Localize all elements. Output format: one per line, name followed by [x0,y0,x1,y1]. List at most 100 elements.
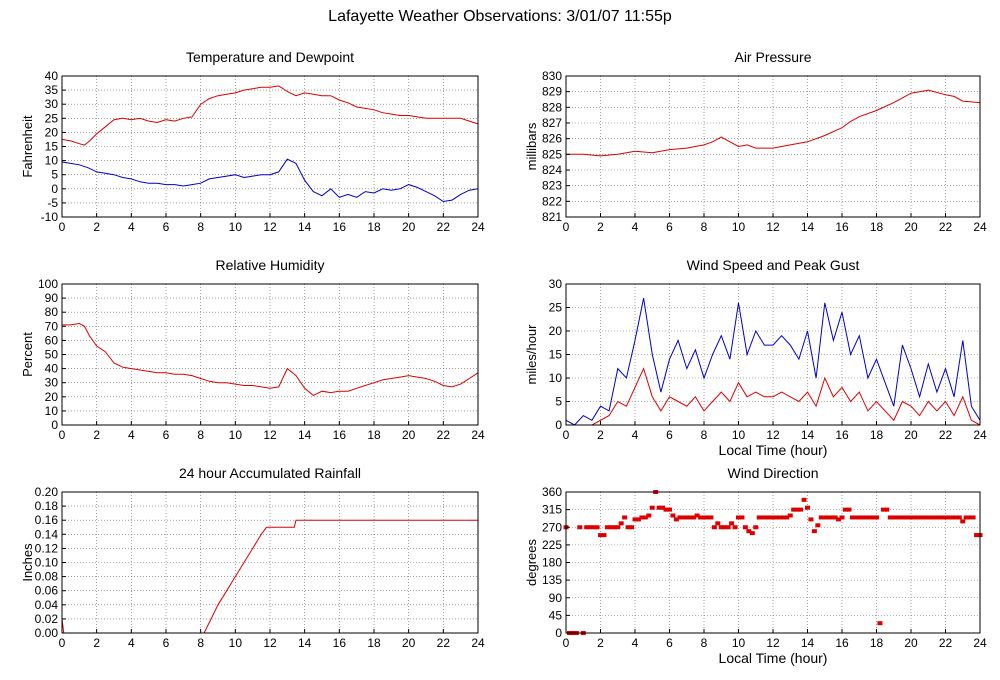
data-point [736,515,741,520]
data-point [974,533,980,538]
x-tick-label: 14 [801,636,815,650]
y-tick-label: 825 [542,147,562,161]
x-tick-label: 16 [333,220,347,234]
data-point [801,497,807,502]
series-line-0 [565,298,981,426]
y-tick-label: 30 [45,376,59,390]
data-point [622,515,628,520]
y-axis-label: Percent [20,332,35,377]
y-tick-label: 70 [45,319,59,333]
x-tick-label: 18 [870,428,884,442]
data-point [577,525,583,530]
x-tick-label: 14 [801,220,815,234]
chart-title: Temperature and Dewpoint [186,49,354,65]
y-tick-label: 10 [549,371,563,385]
data-point [680,515,686,520]
data-point [784,515,790,520]
data-point [787,513,793,518]
data-point [684,515,690,520]
data-point [943,515,948,520]
chart-title: Air Pressure [734,49,811,65]
data-point [746,529,752,534]
data-point [673,517,679,522]
data-point [953,515,959,520]
data-point [715,521,721,526]
data-point [853,515,859,520]
y-tick-label: 10 [45,154,59,168]
x-tick-label: 16 [333,636,347,650]
x-axis-label: Local Time (hour) [719,442,828,458]
data-point [701,515,707,520]
x-tick-label: 6 [163,636,170,650]
x-tick-label: 2 [597,636,604,650]
y-tick-label: 40 [45,362,59,376]
x-tick-label: 18 [870,636,884,650]
y-tick-label: 270 [542,520,562,534]
chart-rain: 0 2 4 6 8 10 12 14 16 18 20 22 240.000.020.040.060.0… [20,465,485,650]
data-point [732,525,738,530]
x-tick-label: 22 [437,636,451,650]
x-tick-label: 12 [766,220,780,234]
data-point [708,515,714,520]
data-point [629,525,635,530]
chart-direction: 0 2 4 6 8 10 12 14 16 18 20 22 240459013518022527031… [524,465,987,666]
x-tick-label: 6 [666,636,673,650]
chart-temp: 0 2 4 6 8 10 12 14 16 18 20 22 24-10-505101520253035… [20,49,485,234]
x-tick-label: 2 [93,428,100,442]
data-point [725,525,731,530]
x-tick-label: 10 [732,428,746,442]
x-tick-label: 6 [163,428,170,442]
data-point [970,515,976,520]
x-tick-label: 10 [229,428,243,442]
data-point [777,515,783,520]
x-tick-label: 10 [732,636,746,650]
y-axis-label: degrees [524,539,539,586]
x-tick-label: 18 [870,220,884,234]
x-tick-label: 20 [402,220,416,234]
data-point [905,515,911,520]
data-point [798,507,804,512]
y-tick-label: 315 [542,503,562,517]
x-tick-label: 24 [471,220,485,234]
chart-humidity: 0 2 4 6 8 10 12 14 16 18 20 22 240102030405060708090… [20,257,485,442]
y-axis-label: millibars [524,122,539,170]
data-point [925,515,931,520]
data-point [794,507,800,512]
x-tick-label: 8 [197,636,204,650]
data-point [722,525,728,530]
y-tick-label: 0.20 [35,485,59,499]
series-line-0 [566,89,981,157]
x-tick-label: 8 [701,220,708,234]
x-tick-label: 16 [333,428,347,442]
series-line-1 [566,367,981,426]
x-tick-label: 4 [128,220,135,234]
y-tick-label: 225 [542,538,562,552]
x-axis-label: Local Time (hour) [719,650,828,666]
y-tick-label: 135 [542,573,562,587]
y-tick-label: 50 [45,348,59,362]
y-tick-label: 5 [555,395,562,409]
y-tick-label: 10 [45,404,59,418]
x-tick-label: 14 [801,428,815,442]
data-point [594,525,600,530]
x-tick-label: 10 [229,636,243,650]
data-point [805,505,810,510]
data-point [877,621,883,626]
x-tick-label: 14 [298,220,312,234]
y-tick-label: 100 [38,277,58,291]
data-point [711,525,717,530]
x-tick-label: 22 [939,636,953,650]
chart-pressure: 0 2 4 6 8 10 12 14 16 18 20 22 248218228238248258268… [524,49,987,234]
data-point [849,515,855,520]
data-point [584,525,590,530]
y-tick-label: 0 [51,182,58,196]
chart-title: Wind Direction [727,465,818,481]
series-line-0 [62,322,479,396]
y-axis-label: miles/hour [524,324,539,385]
y-tick-label: 0.16 [35,513,59,527]
data-point [808,517,814,522]
x-tick-label: 22 [437,428,451,442]
data-point [908,515,914,520]
data-point [822,515,828,520]
data-point [911,515,917,520]
